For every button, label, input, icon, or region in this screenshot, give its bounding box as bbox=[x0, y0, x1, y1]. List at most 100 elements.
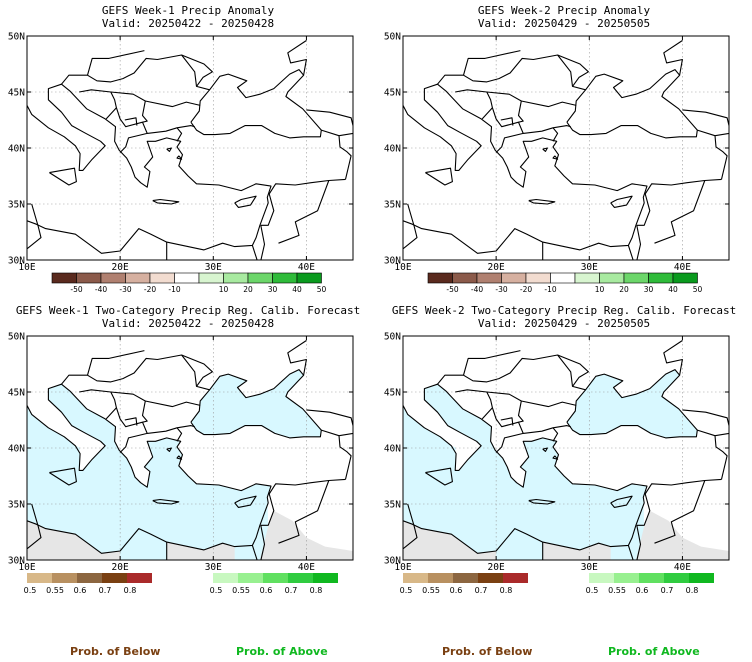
lon-label: 40E bbox=[298, 262, 315, 273]
colorbar-label: -50 bbox=[70, 285, 82, 294]
country-border bbox=[268, 478, 346, 495]
colorbar-swatch bbox=[574, 272, 600, 284]
country-border bbox=[251, 245, 258, 260]
coastline bbox=[176, 155, 183, 160]
country-border bbox=[627, 545, 634, 560]
country-border bbox=[260, 493, 275, 526]
lat-label: 40N bbox=[8, 444, 25, 455]
country-border bbox=[552, 125, 571, 129]
panel-subtitle: Valid: 20250422 - 20250428 bbox=[101, 317, 275, 330]
above-colorbar-label: 0.5 bbox=[210, 586, 223, 595]
lat-label: 45N bbox=[384, 388, 401, 399]
below-colorbar-label: 0.6 bbox=[74, 586, 87, 595]
colorbar-swatch bbox=[76, 272, 102, 284]
colorbar-label: -50 bbox=[446, 285, 458, 294]
country-border bbox=[27, 503, 42, 550]
prob-below-label: Prob. of Below bbox=[442, 645, 533, 658]
country-border bbox=[338, 435, 352, 480]
country-border bbox=[79, 89, 117, 120]
country-border bbox=[181, 354, 213, 387]
colorbar-swatch bbox=[198, 272, 224, 284]
country-border bbox=[557, 354, 589, 387]
country-border bbox=[260, 525, 266, 560]
country-border bbox=[145, 400, 201, 408]
below-colorbar-label: 0.6 bbox=[450, 586, 463, 595]
country-border bbox=[557, 54, 589, 87]
coastline bbox=[542, 147, 548, 152]
above-colorbar-swatch bbox=[614, 573, 639, 583]
country-border bbox=[278, 480, 330, 544]
above-colorbar-swatch bbox=[263, 573, 288, 583]
lat-label: 50N bbox=[384, 32, 401, 43]
colorbar-swatch bbox=[51, 272, 77, 284]
country-border bbox=[176, 425, 195, 429]
country-border bbox=[500, 117, 514, 126]
colorbar-swatch bbox=[501, 272, 527, 284]
panel-subtitle: Valid: 20250422 - 20250428 bbox=[101, 17, 275, 30]
lat-label: 30N bbox=[8, 256, 25, 267]
colorbar-label: 20 bbox=[243, 285, 253, 294]
colorbar-swatch bbox=[100, 272, 126, 284]
coastline bbox=[403, 83, 648, 254]
below-colorbar-swatch bbox=[478, 573, 503, 583]
above-colorbar-swatch bbox=[238, 573, 263, 583]
map-area: 50N 45N 40N 35N 30N 10E 20E 30E 40E 0.5 0.55 0.6 0.7… bbox=[0, 330, 376, 600]
lat-label: 30N bbox=[384, 256, 401, 267]
lat-label: 30N bbox=[8, 556, 25, 567]
lat-label: 35N bbox=[384, 200, 401, 211]
coastline bbox=[190, 369, 322, 439]
colorbar-swatch bbox=[125, 272, 151, 284]
map-area: 50N 45N 40N 35N 30N 10E 20E 30E 40E -50 -40 -30 -20 -… bbox=[376, 30, 752, 300]
coastline bbox=[152, 498, 180, 505]
country-border bbox=[260, 193, 275, 226]
colorbar-label: -30 bbox=[119, 285, 131, 294]
lat-label: 50N bbox=[8, 32, 25, 43]
coastline bbox=[552, 155, 559, 160]
country-border bbox=[644, 478, 722, 495]
below-colorbar-swatch bbox=[102, 573, 127, 583]
panel-subtitle: Valid: 20250429 - 20250505 bbox=[477, 17, 651, 30]
country-border bbox=[86, 50, 145, 76]
colorbar-swatch bbox=[174, 272, 200, 284]
coastline bbox=[566, 69, 698, 139]
map-area: 50N 45N 40N 35N 30N 10E 20E 30E 40E -50 -40 -30 -20 -… bbox=[0, 30, 376, 300]
country-border bbox=[521, 100, 577, 108]
above-colorbar-swatch bbox=[589, 573, 614, 583]
country-border bbox=[110, 391, 148, 428]
country-border bbox=[636, 225, 642, 260]
below-colorbar-swatch bbox=[77, 573, 102, 583]
coastline bbox=[234, 495, 257, 508]
above-colorbar-swatch bbox=[639, 573, 664, 583]
country-border bbox=[61, 354, 210, 391]
below-colorbar-label: 0.5 bbox=[400, 586, 413, 595]
map-layers bbox=[27, 36, 353, 260]
country-border bbox=[251, 545, 258, 560]
black-sea bbox=[566, 69, 698, 138]
lat-label: 30N bbox=[384, 556, 401, 567]
lon-label: 10E bbox=[394, 562, 411, 573]
lon-label: 10E bbox=[18, 262, 35, 273]
country-border bbox=[714, 135, 728, 180]
above-colorbar-swatch bbox=[689, 573, 714, 583]
lat-label: 35N bbox=[8, 500, 25, 511]
country-border bbox=[455, 89, 493, 120]
country-border bbox=[486, 91, 524, 128]
lon-label: 40E bbox=[674, 262, 691, 273]
below-colorbar-swatch bbox=[453, 573, 478, 583]
country-border bbox=[403, 203, 418, 250]
colorbar-label: 30 bbox=[268, 285, 278, 294]
below-colorbar-label: 0.7 bbox=[475, 586, 488, 595]
no-data-land bbox=[166, 542, 235, 560]
lon-label: 40E bbox=[298, 562, 315, 573]
colorbar-swatch bbox=[272, 272, 298, 284]
prob-above-label: Prob. of Above bbox=[236, 645, 328, 658]
country-border bbox=[636, 525, 642, 560]
above-colorbar-label: 0.8 bbox=[686, 586, 699, 595]
above-colorbar-label: 0.6 bbox=[636, 586, 649, 595]
panel-week1-anomaly: GEFS Week-1 Precip Anomaly Valid: 202504… bbox=[0, 0, 376, 300]
country-border bbox=[663, 340, 683, 376]
colorbar-label: -40 bbox=[95, 285, 107, 294]
coastline bbox=[166, 447, 172, 452]
